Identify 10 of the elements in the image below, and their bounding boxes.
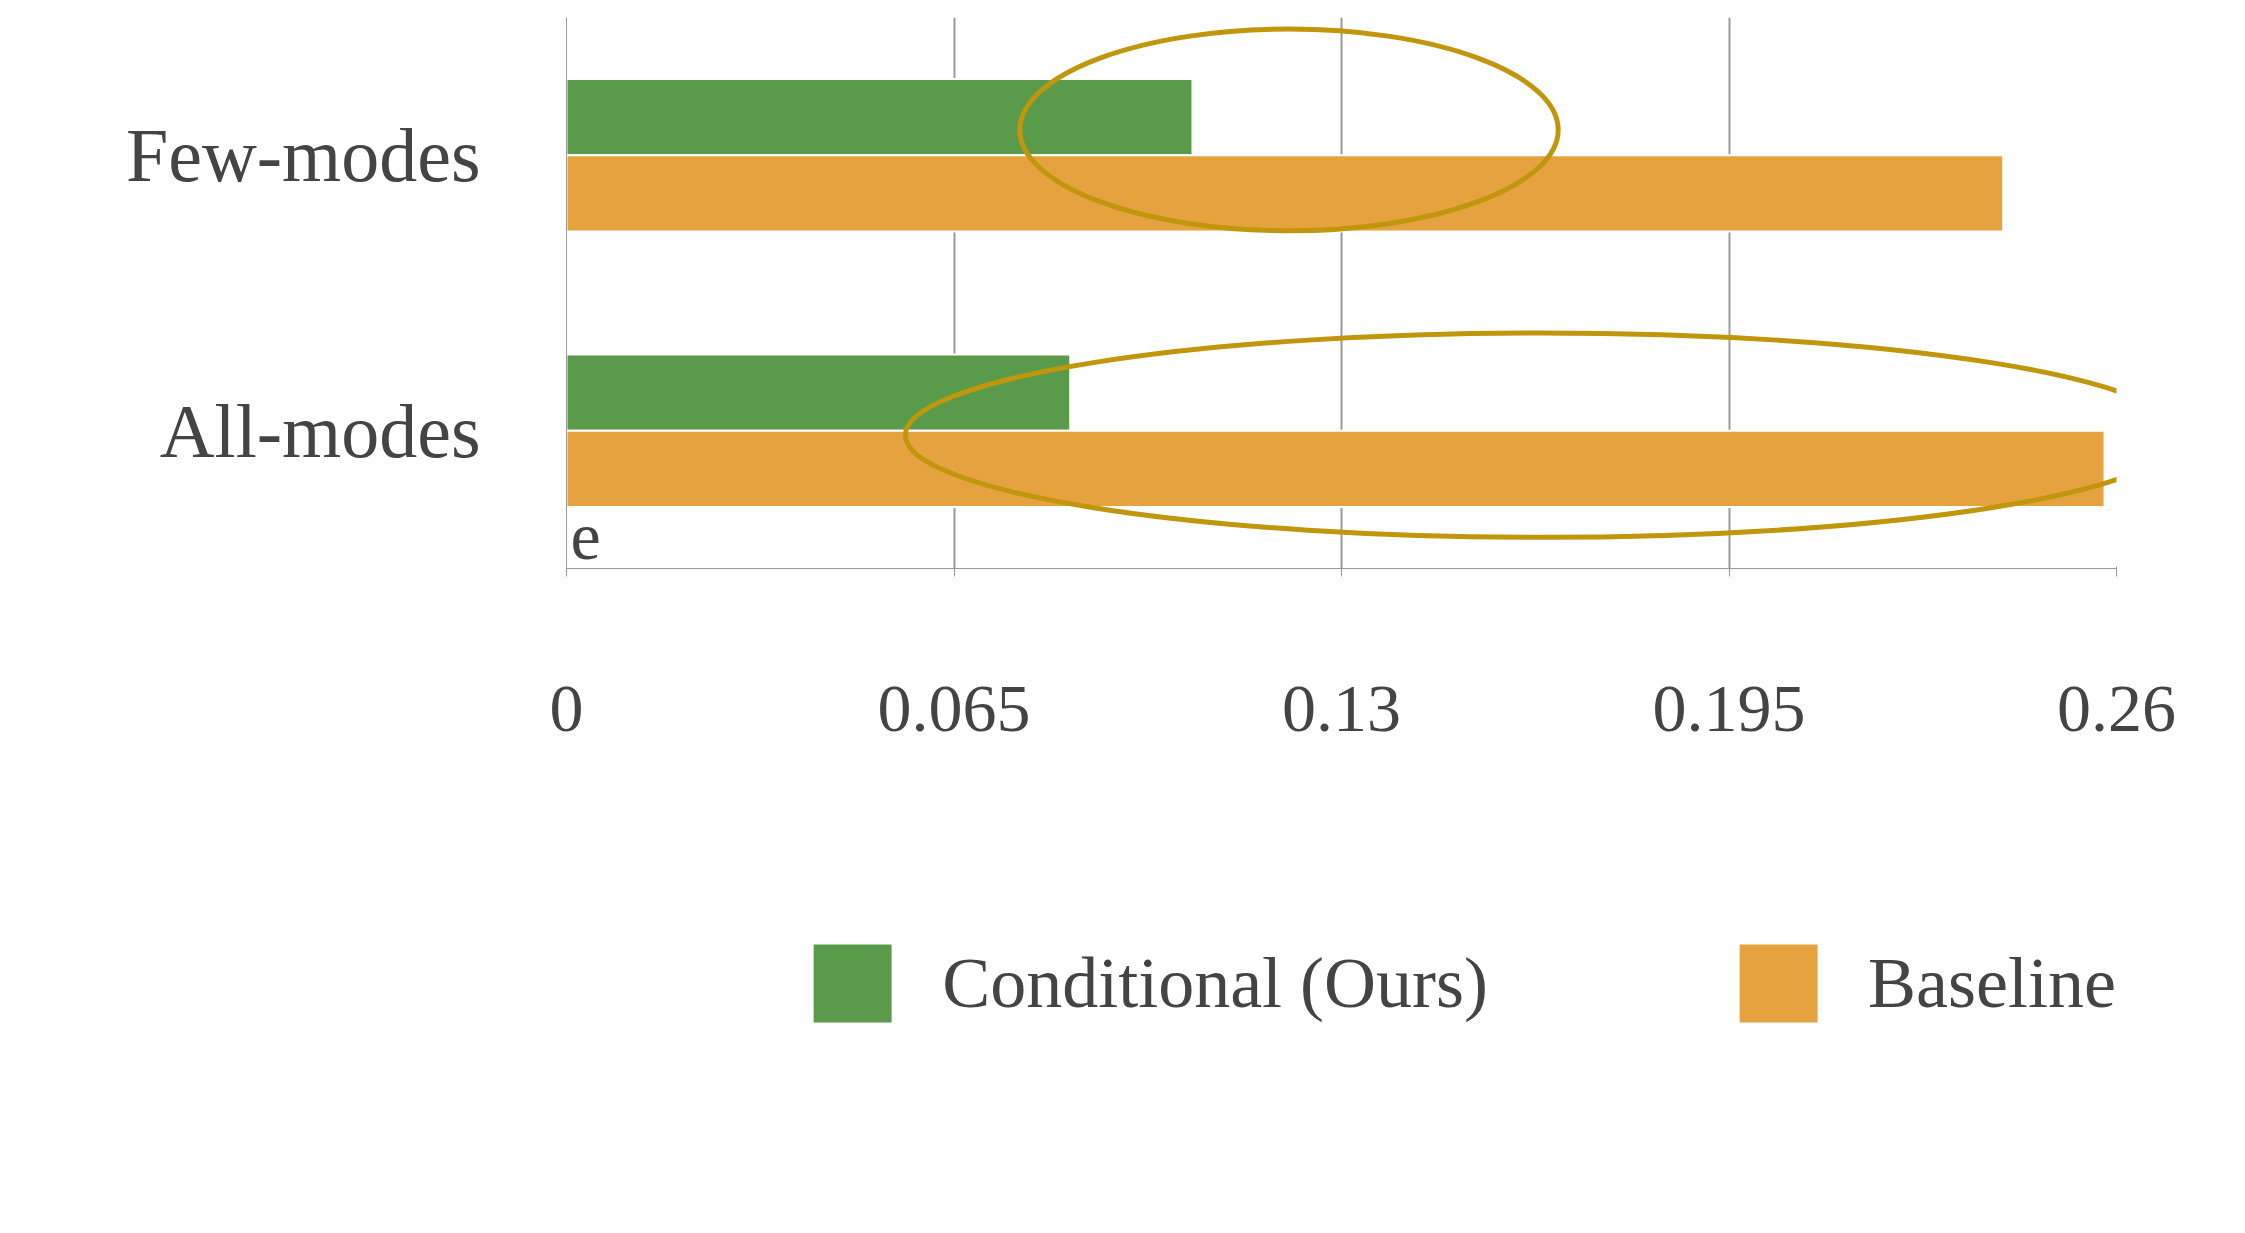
x-tick-label: 0.13 <box>1282 669 1401 746</box>
x-tick-label: 0.195 <box>1652 669 1806 746</box>
annotation: e <box>570 497 601 574</box>
y-tick-label: All-modes <box>159 388 481 473</box>
y-tick-label: Few-modes <box>125 113 481 198</box>
x-tick-label: 0.065 <box>877 669 1031 746</box>
x-tick-label: 0 <box>549 669 584 746</box>
legend-label: Baseline <box>1868 941 2116 1025</box>
legend-label: Conditional (Ours) <box>942 941 1489 1025</box>
x-tick-label: 0.26 <box>2057 669 2176 746</box>
